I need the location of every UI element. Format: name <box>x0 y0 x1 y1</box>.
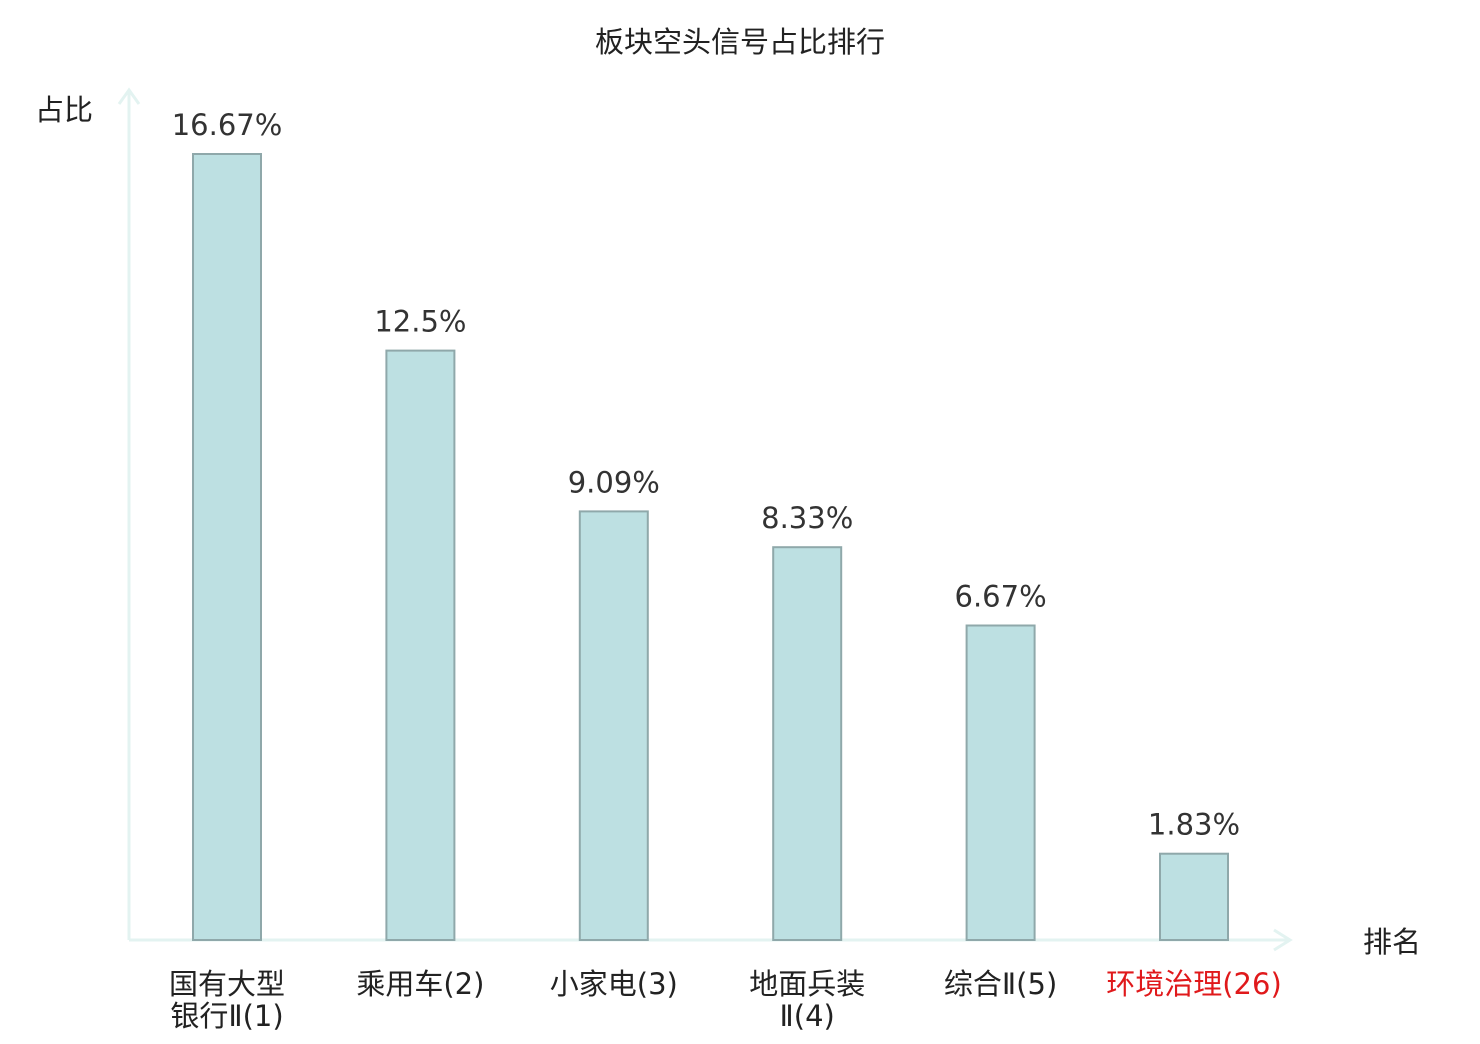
x-axis-label: 排名 <box>1363 925 1421 959</box>
x-axis-arrow <box>1273 928 1293 952</box>
x-tick-label: 国有大型 <box>169 967 285 1001</box>
bars-group <box>192 153 1229 942</box>
y-axis-label: 占比 <box>35 93 93 127</box>
bar-value-label: 1.83% <box>1148 808 1240 842</box>
x-tick-label: Ⅱ(4) <box>780 999 835 1033</box>
x-tick-label: 银行Ⅱ(1) <box>170 999 283 1033</box>
axes <box>117 87 1293 952</box>
bar-value-label: 16.67% <box>172 108 283 142</box>
bar <box>578 510 649 941</box>
bar <box>1159 852 1229 942</box>
bar <box>772 546 843 941</box>
x-tick-label: 乘用车(2) <box>356 967 484 1001</box>
bar-value-label: 12.5% <box>374 305 466 339</box>
x-tick-label: 综合Ⅱ(5) <box>944 967 1057 1001</box>
bar-value-label: 6.67% <box>955 580 1047 614</box>
bar <box>385 349 456 942</box>
value-labels-group: 16.67% 12.5% 9.09% 8.33% 6.67% 1.83% <box>172 108 1240 842</box>
bar <box>965 624 1036 941</box>
bar <box>192 153 262 941</box>
bar-value-label: 8.33% <box>761 501 853 535</box>
chart-title: 板块空头信号占比排行 <box>595 25 885 59</box>
x-tick-label: 地面兵装 <box>749 967 865 1001</box>
y-axis-arrow <box>117 87 141 105</box>
x-tick-label: 环境治理(26) <box>1106 967 1282 1001</box>
x-tick-label: 小家电(3) <box>550 967 678 1001</box>
bar-value-label: 9.09% <box>568 465 660 499</box>
